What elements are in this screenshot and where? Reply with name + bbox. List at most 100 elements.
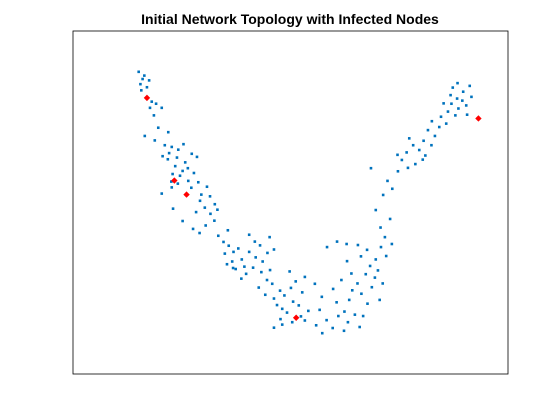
network-node-marker xyxy=(373,276,377,279)
network-node-marker xyxy=(379,245,383,249)
network-node-marker xyxy=(337,314,340,318)
network-node-marker xyxy=(280,323,284,326)
network-node-marker xyxy=(331,326,334,330)
network-node-marker xyxy=(268,268,272,272)
network-node-marker xyxy=(240,258,244,261)
network-node-marker xyxy=(340,278,343,282)
network-node-marker xyxy=(424,154,427,157)
network-node-marker xyxy=(205,185,209,189)
network-node-marker xyxy=(370,285,374,289)
network-node-marker xyxy=(254,256,257,259)
network-node-marker xyxy=(359,255,363,258)
network-node-marker xyxy=(358,325,361,329)
network-node-marker xyxy=(272,326,276,329)
network-node-marker xyxy=(183,161,187,164)
network-node-marker xyxy=(145,85,149,89)
network-node-marker xyxy=(450,102,453,106)
network-node-marker xyxy=(232,250,235,254)
network-node-marker xyxy=(216,234,220,238)
network-node-marker xyxy=(190,152,194,156)
network-node-marker xyxy=(160,106,164,110)
network-node-marker xyxy=(465,113,469,116)
network-node-marker xyxy=(283,294,286,297)
network-node-marker xyxy=(225,262,229,266)
network-node-marker xyxy=(318,308,321,312)
network-node-marker xyxy=(444,122,448,125)
network-node-marker xyxy=(247,250,251,254)
network-node-marker xyxy=(204,224,207,227)
network-node-marker xyxy=(178,174,182,178)
network-node-marker xyxy=(365,248,369,252)
network-node-marker xyxy=(468,84,472,88)
network-node-marker xyxy=(361,314,365,318)
network-node-marker xyxy=(390,242,394,246)
network-node-marker xyxy=(148,106,152,110)
network-node-marker xyxy=(350,289,354,292)
network-node-marker xyxy=(356,243,360,247)
network-node-marker xyxy=(437,125,441,129)
network-node-marker xyxy=(289,286,293,290)
network-node-marker xyxy=(461,99,464,102)
network-node-marker xyxy=(223,252,227,255)
network-node-marker xyxy=(405,151,408,154)
network-node-marker xyxy=(258,244,262,247)
network-node-marker xyxy=(167,151,171,155)
network-node-marker xyxy=(396,153,399,157)
infected-node-marker xyxy=(143,94,151,102)
network-node-marker xyxy=(396,169,400,173)
network-node-marker xyxy=(335,301,338,304)
network-node-marker xyxy=(430,143,433,147)
network-node-marker xyxy=(272,248,276,251)
network-node-marker xyxy=(143,74,146,77)
network-node-marker xyxy=(175,156,179,159)
network-node-marker xyxy=(307,309,310,313)
network-node-marker xyxy=(366,302,369,305)
network-node-marker xyxy=(265,278,269,282)
network-node-marker xyxy=(360,292,363,296)
network-node-marker xyxy=(186,166,190,170)
network-node-marker xyxy=(166,157,170,161)
network-node-marker xyxy=(303,319,307,322)
network-node-marker xyxy=(433,134,437,138)
network-node-marker xyxy=(294,280,298,283)
network-node-marker xyxy=(198,231,201,235)
network-node-marker xyxy=(346,320,350,324)
network-node-marker xyxy=(195,155,199,159)
network-node-marker xyxy=(335,240,339,243)
network-node-marker xyxy=(170,145,174,149)
network-node-marker xyxy=(186,179,190,183)
network-node-marker xyxy=(439,115,443,119)
network-node-marker xyxy=(290,320,294,324)
network-node-marker xyxy=(176,148,180,151)
network-node-marker xyxy=(451,86,455,89)
network-node-marker xyxy=(455,97,459,100)
network-node-marker xyxy=(170,180,173,183)
chart-title: Initial Network Topology with Infected N… xyxy=(141,11,439,27)
network-node-marker xyxy=(470,95,473,99)
network-node-marker xyxy=(278,289,282,292)
network-node-marker xyxy=(231,266,235,270)
network-node-marker xyxy=(288,270,291,273)
network-node-marker xyxy=(297,304,301,307)
network-node-marker xyxy=(203,206,207,209)
network-node-marker xyxy=(464,104,468,107)
network-node-marker xyxy=(374,208,378,212)
network-node-marker xyxy=(160,192,164,195)
network-node-marker xyxy=(244,272,248,276)
network-node-marker xyxy=(343,310,346,313)
network-node-marker xyxy=(300,291,304,294)
network-node-marker xyxy=(325,318,328,322)
network-node-marker xyxy=(384,254,388,258)
network-node-marker xyxy=(421,158,425,161)
network-node-marker xyxy=(176,182,180,185)
network-node-marker xyxy=(181,169,184,173)
network-node-marker xyxy=(270,282,274,286)
network-node-marker xyxy=(260,270,263,274)
network-node-marker xyxy=(266,251,269,255)
infected-node-marker xyxy=(183,191,190,198)
network-node-marker xyxy=(446,110,450,113)
network-node-marker xyxy=(379,226,382,229)
network-node-marker xyxy=(345,259,349,263)
network-node-marker xyxy=(261,260,264,263)
